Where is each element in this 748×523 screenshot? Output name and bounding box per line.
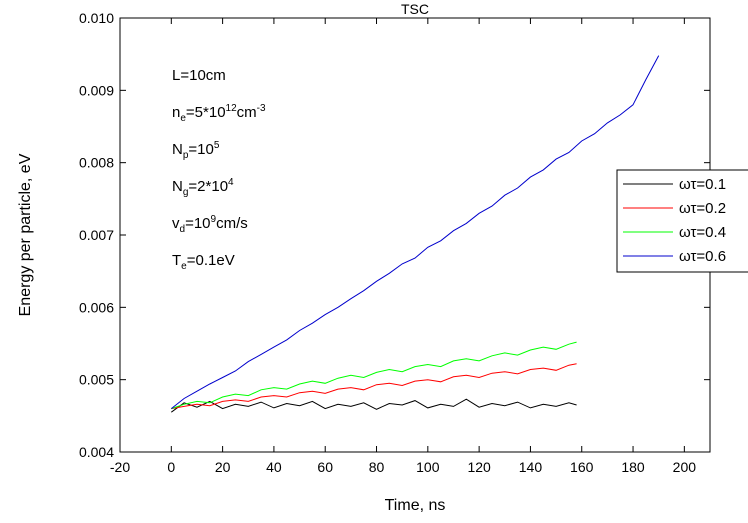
annotation: Ng=2*104 <box>172 177 234 198</box>
annotation-text: =10 <box>185 215 210 232</box>
legend-label: ωτ=0.4 <box>679 224 726 241</box>
annotation-sup: 4 <box>228 177 234 188</box>
annotation: Np=105 <box>172 140 220 161</box>
legend-label: ωτ=0.6 <box>679 248 726 265</box>
x-tick-label: 180 <box>621 459 645 475</box>
x-tick-label: 60 <box>317 459 333 475</box>
annotation-sup: -3 <box>257 103 266 114</box>
y-tick-label: 0.006 <box>79 299 114 315</box>
legend-box <box>616 169 748 273</box>
x-tick-label: 100 <box>416 459 440 475</box>
y-tick-label: 0.007 <box>79 227 114 243</box>
x-tick-label: 120 <box>467 459 491 475</box>
x-tick-label: 160 <box>570 459 594 475</box>
annotation-text: =5*10 <box>186 104 226 121</box>
annotation-sub: p <box>183 150 189 161</box>
annotation-text: L=10cm <box>172 67 226 84</box>
y-tick-label: 0.004 <box>79 444 114 460</box>
annotation-sup: 9 <box>211 214 217 225</box>
x-tick-label: 0 <box>167 459 175 475</box>
x-tick-label: -20 <box>110 459 130 475</box>
annotation-text: T <box>172 252 181 269</box>
annotation: Te=0.1eV <box>172 252 235 272</box>
x-tick-label: 200 <box>673 459 697 475</box>
x-tick-label: 80 <box>369 459 385 475</box>
y-tick-label: 0.005 <box>79 372 114 388</box>
x-tick-label: 40 <box>266 459 282 475</box>
annotation-text: cm/s <box>216 215 248 232</box>
y-tick-label: 0.010 <box>79 10 114 26</box>
y-tick-label: 0.009 <box>79 82 114 98</box>
annotation-text: =2*10 <box>188 178 228 195</box>
series-line <box>171 341 577 410</box>
annotation-text: =0.1eV <box>187 252 235 269</box>
chart-title: TSC <box>401 1 429 17</box>
series-line <box>171 398 577 413</box>
annotation-sup: 12 <box>226 103 238 114</box>
annotation-sub: d <box>180 224 186 235</box>
annotation: L=10cm <box>172 67 226 84</box>
annotation-text: =10 <box>188 141 213 158</box>
annotation-sub: g <box>183 187 189 198</box>
annotation-text: N <box>172 141 183 158</box>
series-line <box>170 55 660 409</box>
y-tick-label: 0.008 <box>79 155 114 171</box>
y-axis-label: Energy per particle, eV <box>17 153 34 316</box>
annotation-text: n <box>172 104 180 121</box>
annotation-text: cm <box>237 104 257 121</box>
legend-label: ωτ=0.1 <box>679 176 726 193</box>
series-line <box>171 363 577 410</box>
annotation: ne=5*1012cm-3 <box>172 103 266 124</box>
annotation-text: v <box>172 215 180 232</box>
annotation: vd=109cm/s <box>172 214 248 235</box>
annotation-sup: 5 <box>214 140 220 151</box>
x-tick-label: 20 <box>215 459 231 475</box>
x-axis-label: Time, ns <box>385 497 446 514</box>
annotation-sub: e <box>181 261 187 272</box>
annotation-text: N <box>172 178 183 195</box>
legend-label: ωτ=0.2 <box>679 200 726 217</box>
annotation-sub: e <box>180 113 186 124</box>
x-tick-label: 140 <box>519 459 543 475</box>
